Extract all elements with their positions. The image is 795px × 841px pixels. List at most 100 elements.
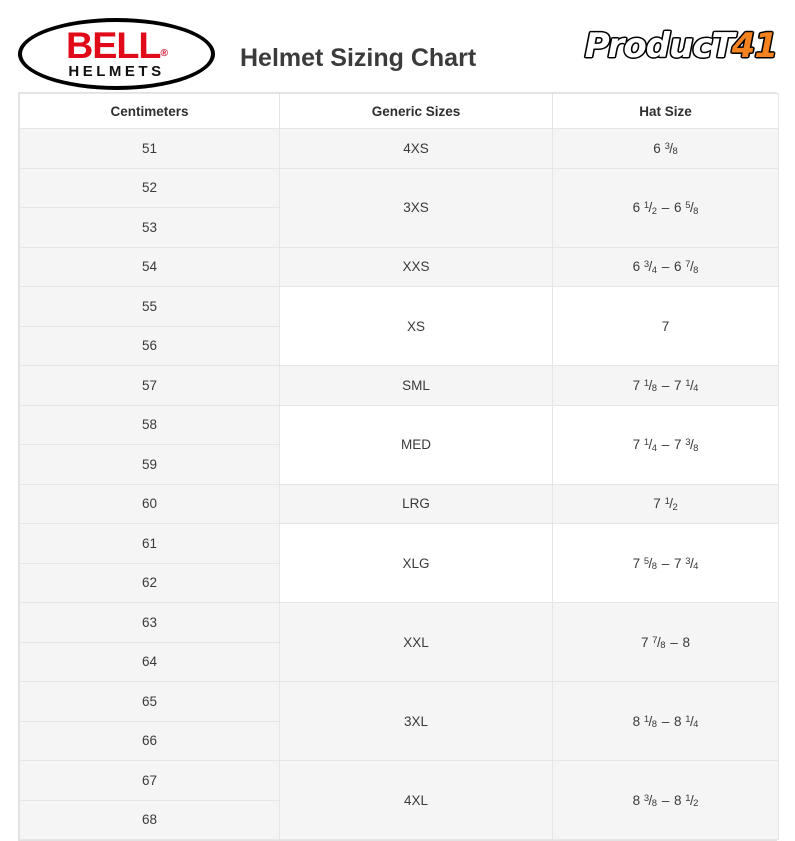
fraction-slash-icon: / [689,200,694,215]
helmet-sizing-table: Centimeters Generic Sizes Hat Size 51 4XS… [19,93,779,840]
hat-size-fraction: 6 7/8 [674,259,699,276]
fraction-slash-icon: / [648,259,653,275]
hat-size-fraction: 7 1/8 [632,377,657,395]
cell-generic-size: XXS [279,246,553,287]
fraction-slash-icon: / [648,555,653,571]
cell-generic-size: 3XS [279,167,553,248]
cell-centimeters: 53 [19,207,280,248]
fraction-denominator: 8 [693,264,699,276]
table-body: 51 4XS 6 3/8 52 3XS 6 1/2 – 6 5/8 53 54 XXS 6 3/4… [19,128,779,840]
cell-centimeters: 55 [19,286,280,327]
table-row: 62 [19,562,779,603]
cell-centimeters: 59 [19,444,280,485]
fraction-numerator: 1 [643,377,650,389]
cell-centimeters: 51 [19,128,280,169]
cell-hat-size: 6 3/4 – 6 7/8 [552,246,779,287]
fraction-denominator: 8 [693,205,699,217]
hat-size-fraction: 7 1/4 [674,377,699,395]
cell-centimeters: 60 [19,483,280,524]
cell-centimeters: 54 [19,246,280,287]
cell-generic-size: MED [279,404,553,485]
column-header-hat-size: Hat Size [552,93,779,129]
table-row: 61 XLG 7 5/8 – 7 3/4 [19,523,779,603]
hat-size-fraction: 6 3/4 [632,259,657,276]
fraction-denominator: 8 [672,146,678,158]
fraction-numerator: 1 [643,713,650,725]
table-row: 59 [19,444,779,485]
cell-centimeters: 57 [19,365,280,406]
bell-helmets-logo: BELL® HELMETS [18,18,215,90]
product41-logo-word: ProducT [584,25,736,67]
range-dash: – [657,377,673,393]
fraction-denominator: 2 [651,205,657,217]
cell-generic-size: XLG [279,523,553,603]
fraction-numerator: 1 [643,437,650,449]
range-dash: – [657,437,673,452]
fraction-numerator: 7 [652,634,658,646]
fraction-numerator: 7 [685,259,691,271]
range-dash: – [657,259,673,275]
fraction-numerator: 3 [685,555,691,567]
table-row: 57 SML 7 1/8 – 7 1/4 [19,365,779,406]
fraction-slash-icon: / [648,437,653,452]
cell-hat-size: 7 1/2 [552,483,779,524]
bell-logo-word-text: BELL [66,25,161,66]
cell-generic-size: LRG [279,483,553,524]
fraction-numerator: 5 [643,555,650,567]
cell-centimeters: 63 [19,602,280,643]
cell-generic-size: 3XL [279,681,553,761]
hat-size-fraction: 6 5/8 [674,200,699,217]
cell-centimeters: 64 [19,641,280,682]
bell-logo-subtitle: HELMETS [68,63,165,80]
fraction-numerator: 1 [685,377,691,389]
hat-size-fraction: 6 1/2 [632,200,657,217]
cell-centimeters: 61 [19,523,280,564]
table-row: 55 XS 7 [19,286,779,366]
cell-generic-size: 4XL [279,760,553,840]
fraction-denominator: 8 [693,442,699,454]
cell-hat-size: 7 1/4 – 7 3/8 [552,404,779,485]
fraction-numerator: 1 [664,496,670,508]
product41-logo[interactable]: ProducT 41 [584,24,778,68]
hat-size-value: 7 [661,318,670,334]
cell-hat-size: 7 7/8 – 8 [552,602,779,682]
range-dash: – [657,200,673,215]
cell-generic-size: 4XS [279,128,553,169]
range-dash: – [657,713,673,729]
fraction-slash-icon: / [689,259,694,275]
cell-hat-size: 6 1/2 – 6 5/8 [552,167,779,248]
product41-logo-number: 41 [731,26,778,66]
fraction-slash-icon: / [689,437,694,452]
fraction-numerator: 1 [685,713,691,725]
table-header-row: Centimeters Generic Sizes Hat Size [19,93,779,129]
range-dash: – [657,555,673,571]
hat-size-value: 8 [682,634,690,650]
fraction-slash-icon: / [648,200,653,215]
table-row: 63 XXL 7 7/8 – 8 [19,602,779,682]
cell-generic-size: SML [279,365,553,406]
fraction-denominator: 8 [651,798,657,810]
fraction-slash-icon: / [648,713,653,729]
cell-hat-size: 7 1/8 – 7 1/4 [552,365,779,406]
bell-logo-wordmark: BELL® [16,26,217,74]
hat-size-fraction: 7 7/8 [641,634,666,652]
hat-size-fraction: 7 3/4 [674,555,699,573]
sizing-chart-page: BELL® HELMETS Helmet Sizing Chart Produc… [18,18,779,841]
table-row: 66 [19,720,779,761]
table-row: 56 [19,325,779,366]
cell-hat-size: 6 3/8 [552,128,779,169]
table-row: 54 XXS 6 3/4 – 6 7/8 [19,246,779,287]
column-header-generic-sizes: Generic Sizes [279,93,553,129]
fraction-denominator: 2 [693,798,699,810]
column-header-centimeters: Centimeters [19,93,280,129]
fraction-denominator: 4 [693,383,699,395]
fraction-denominator: 4 [651,264,657,276]
registered-trademark-icon: ® [160,48,168,59]
cell-centimeters: 68 [19,799,280,840]
hat-size-fraction: 7 5/8 [632,555,657,573]
cell-generic-size: XXL [279,602,553,682]
bell-logo-oval [18,18,215,90]
fraction-numerator: 1 [643,200,650,212]
sizing-table-container: Centimeters Generic Sizes Hat Size 51 4XS… [18,92,779,841]
cell-hat-size: 8 1/8 – 8 1/4 [552,681,779,761]
